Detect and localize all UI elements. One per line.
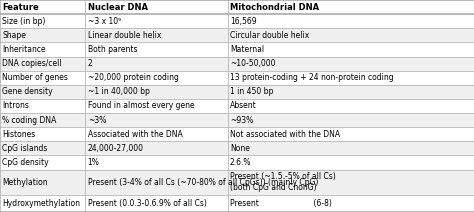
Text: 1 in 450 bp: 1 in 450 bp bbox=[230, 87, 273, 96]
Text: % coding DNA: % coding DNA bbox=[2, 116, 57, 125]
Bar bbox=[0, 14, 85, 28]
Text: Introns: Introns bbox=[2, 102, 29, 110]
Text: ~3%: ~3% bbox=[88, 116, 106, 125]
Bar bbox=[228, 42, 474, 57]
Bar bbox=[85, 28, 228, 42]
Text: Circular double helix: Circular double helix bbox=[230, 31, 309, 40]
Text: ~20,000 protein coding: ~20,000 protein coding bbox=[88, 73, 179, 82]
Bar bbox=[85, 141, 228, 155]
Bar bbox=[0, 57, 85, 71]
Bar bbox=[228, 141, 474, 155]
Bar bbox=[85, 42, 228, 57]
Text: None: None bbox=[230, 144, 250, 153]
Text: Linear double helix: Linear double helix bbox=[88, 31, 161, 40]
Bar bbox=[0, 195, 85, 212]
Bar bbox=[228, 28, 474, 42]
Text: Methylation: Methylation bbox=[2, 178, 48, 187]
Bar bbox=[0, 127, 85, 141]
Text: ~10-50,000: ~10-50,000 bbox=[230, 59, 275, 68]
Bar bbox=[228, 170, 474, 195]
Text: Feature: Feature bbox=[2, 3, 39, 12]
Bar bbox=[0, 42, 85, 57]
Text: Gene density: Gene density bbox=[2, 87, 53, 96]
Bar bbox=[228, 113, 474, 127]
Text: 2: 2 bbox=[88, 59, 92, 68]
Bar bbox=[228, 57, 474, 71]
Bar bbox=[0, 141, 85, 155]
Bar bbox=[85, 170, 228, 195]
Text: Present (~1.5.-5% of all Cs)
(both CpG and CnonG): Present (~1.5.-5% of all Cs) (both CpG a… bbox=[230, 172, 336, 192]
Text: Present (0.0.3-0.6.9% of all Cs): Present (0.0.3-0.6.9% of all Cs) bbox=[88, 199, 207, 208]
Bar bbox=[228, 127, 474, 141]
Bar bbox=[85, 155, 228, 170]
Bar bbox=[0, 28, 85, 42]
Bar bbox=[85, 14, 228, 28]
Bar bbox=[0, 113, 85, 127]
Bar bbox=[85, 57, 228, 71]
Text: Present                       (6-8): Present (6-8) bbox=[230, 199, 332, 208]
Text: Inheritance: Inheritance bbox=[2, 45, 46, 54]
Text: 13 protein-coding + 24 non-protein coding: 13 protein-coding + 24 non-protein codin… bbox=[230, 73, 393, 82]
Text: ~1 in 40,000 bp: ~1 in 40,000 bp bbox=[88, 87, 150, 96]
Bar bbox=[85, 113, 228, 127]
Bar bbox=[228, 195, 474, 212]
Bar bbox=[85, 195, 228, 212]
Text: Present (3-4% of all Cs (~70-80% of all CpGs)) (mainly CpG): Present (3-4% of all Cs (~70-80% of all … bbox=[88, 178, 318, 187]
Bar bbox=[228, 0, 474, 14]
Bar bbox=[0, 170, 85, 195]
Text: ~3 x 10⁹: ~3 x 10⁹ bbox=[88, 17, 121, 26]
Text: Maternal: Maternal bbox=[230, 45, 264, 54]
Bar bbox=[228, 155, 474, 170]
Bar bbox=[0, 71, 85, 85]
Bar bbox=[85, 127, 228, 141]
Bar bbox=[85, 85, 228, 99]
Text: Both parents: Both parents bbox=[88, 45, 137, 54]
Text: Hydroxymethylation: Hydroxymethylation bbox=[2, 199, 81, 208]
Bar bbox=[228, 85, 474, 99]
Text: 1%: 1% bbox=[88, 158, 100, 167]
Bar bbox=[0, 85, 85, 99]
Bar bbox=[85, 0, 228, 14]
Bar bbox=[85, 99, 228, 113]
Text: Number of genes: Number of genes bbox=[2, 73, 68, 82]
Bar bbox=[0, 0, 85, 14]
Text: Mitochondrial DNA: Mitochondrial DNA bbox=[230, 3, 319, 12]
Text: ~93%: ~93% bbox=[230, 116, 253, 125]
Bar bbox=[0, 99, 85, 113]
Bar bbox=[85, 71, 228, 85]
Bar bbox=[0, 155, 85, 170]
Text: Absent: Absent bbox=[230, 102, 256, 110]
Text: DNA copies/cell: DNA copies/cell bbox=[2, 59, 62, 68]
Text: Associated with the DNA: Associated with the DNA bbox=[88, 130, 182, 139]
Bar bbox=[228, 71, 474, 85]
Text: Found in almost every gene: Found in almost every gene bbox=[88, 102, 194, 110]
Text: Not associated with the DNA: Not associated with the DNA bbox=[230, 130, 340, 139]
Text: Size (in bp): Size (in bp) bbox=[2, 17, 46, 26]
Text: 24,000-27,000: 24,000-27,000 bbox=[88, 144, 144, 153]
Text: CpG density: CpG density bbox=[2, 158, 49, 167]
Text: CpG islands: CpG islands bbox=[2, 144, 48, 153]
Bar bbox=[228, 14, 474, 28]
Text: Nuclear DNA: Nuclear DNA bbox=[88, 3, 148, 12]
Text: Histones: Histones bbox=[2, 130, 36, 139]
Bar bbox=[228, 99, 474, 113]
Text: Shape: Shape bbox=[2, 31, 26, 40]
Text: 2.6.%: 2.6.% bbox=[230, 158, 251, 167]
Text: 16,569: 16,569 bbox=[230, 17, 256, 26]
